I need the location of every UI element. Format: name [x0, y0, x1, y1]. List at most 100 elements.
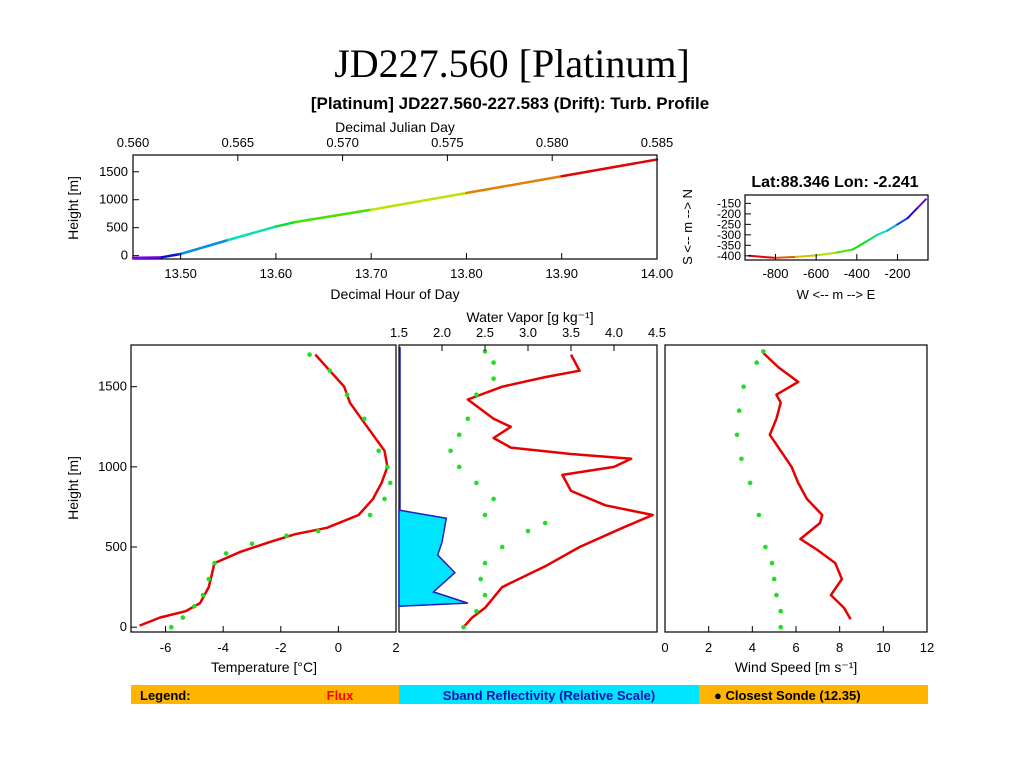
water-vapor-sonde-point [525, 528, 531, 534]
water-vapor-sonde-point [491, 360, 496, 365]
track-plot [748, 198, 927, 259]
wind-speed-sonde-point [763, 544, 768, 550]
tick-label: 4.5 [648, 325, 666, 340]
tick-label: -400 [717, 249, 741, 263]
time-height-xlabel: Decimal Hour of Day [330, 286, 459, 302]
water-vapor-plot [398, 347, 654, 630]
legend-sonde: ● Closest Sonde (12.35) [714, 688, 861, 703]
wind-speed-flux-line [762, 352, 852, 620]
tick-label: 0.570 [326, 135, 359, 150]
wind-speed-sonde-point [739, 456, 744, 462]
temperature-sonde-point [169, 624, 174, 630]
tick-label: 2 [705, 640, 712, 655]
legend-label: Legend: [140, 688, 191, 703]
tick-label: 3.0 [519, 325, 537, 340]
tick-label: 2.5 [476, 325, 494, 340]
wind-speed-xlabel: Wind Speed [m s⁻¹] [735, 659, 858, 675]
figure-title: [Platinum] JD227.560-227.583 (Drift): Tu… [311, 94, 709, 113]
water-vapor-sonde-point [461, 624, 466, 630]
tick-label: -150 [717, 196, 741, 210]
temperature-xlabel: Temperature [°C] [211, 659, 317, 675]
height-trace [293, 208, 373, 224]
water-vapor-sonde-point [491, 376, 496, 382]
tick-label: -200 [717, 207, 741, 221]
tick-label: 0.575 [431, 135, 464, 150]
temperature-frame [130, 344, 397, 633]
water-vapor-panel: 1.5 2.0 2.5 3.0 3.5 4.0 4.5 Water Vapor [g kg⁻… [390, 309, 666, 655]
track-trace [916, 198, 927, 209]
track-ylabel: S <-- m --> N [680, 189, 695, 265]
sband-reflectivity-area [398, 509, 469, 608]
tick-label: -4 [217, 640, 229, 655]
water-vapor-sonde-point [482, 512, 488, 518]
tick-label: -800 [762, 266, 788, 281]
tick-label: 500 [106, 220, 128, 235]
height-trace [131, 256, 163, 260]
track-trace [876, 229, 889, 236]
tick-label: -600 [803, 266, 829, 281]
tick-label: 13.90 [545, 266, 578, 281]
time-height-ylabel: Height [m] [65, 176, 81, 240]
profile-ylabel: Height [m] [65, 456, 81, 520]
height-trace [274, 220, 297, 228]
time-height-x-ticks: 13.50 13.60 13.70 13.80 13.90 14.00 [164, 253, 673, 281]
water-vapor-sonde-point [478, 576, 484, 582]
tick-label: 0 [335, 640, 342, 655]
slide-title: JD227.560 [Platinum] [334, 41, 690, 86]
temperature-sonde-point [382, 496, 387, 502]
tick-label: -2 [275, 640, 287, 655]
temperature-sonde-point [387, 480, 393, 486]
track-trace [774, 255, 797, 259]
tick-label: 3.5 [562, 325, 580, 340]
temperature-sonde-point [315, 528, 321, 534]
temperature-sonde-point [362, 416, 367, 422]
wind-speed-sonde-point [761, 349, 766, 354]
water-vapor-sonde-point [474, 608, 479, 614]
tick-label: -400 [844, 266, 870, 281]
temperature-flux-line [139, 353, 389, 627]
water-vapor-sonde-point [456, 464, 462, 470]
legend: Legend: Flux Sband Reflectivity (Relativ… [131, 685, 928, 704]
water-vapor-sonde-point [465, 416, 471, 422]
wind-speed-sonde-point [747, 480, 753, 486]
tick-label: 1000 [98, 459, 127, 474]
height-trace [160, 252, 182, 259]
track-trace [896, 217, 909, 226]
track-panel: Lat:88.346 Lon: -2.241 -800 -600 -400 -200 … [680, 174, 929, 302]
water-vapor-top-ticks: 1.5 2.0 2.5 3.0 3.5 4.0 4.5 [390, 325, 666, 351]
track-x-ticks: -800 -600 -400 -200 [762, 254, 911, 281]
water-vapor-flux-line [462, 354, 654, 629]
water-vapor-sonde-point [482, 560, 488, 566]
time-height-plot [131, 158, 659, 260]
track-xlabel: W <-- m --> E [797, 287, 876, 302]
temperature-sonde-point [180, 615, 186, 620]
track-trace [815, 251, 838, 257]
track-trace [794, 254, 818, 258]
tick-label: 10 [876, 640, 890, 655]
height-trace [179, 238, 230, 256]
water-vapor-sonde-point [474, 480, 479, 486]
temperature-sonde-point [327, 368, 333, 374]
temperature-sonde-point [367, 512, 373, 518]
time-height-y-ticks: 0 500 1000 1500 [99, 164, 139, 263]
track-y-ticks: -150-200-250-300-350-400 [717, 196, 751, 263]
wind-speed-sonde-point [736, 408, 742, 414]
tick-label: -350 [717, 238, 741, 252]
wind-speed-sonde-point [769, 560, 775, 566]
wind-speed-sonde-point [771, 576, 777, 582]
track-trace [906, 206, 919, 220]
time-height-panel: 13.50 13.60 13.70 13.80 13.90 14.00 0.560 0.56… [65, 119, 673, 302]
height-trace [465, 174, 563, 195]
tick-label: -250 [717, 217, 741, 231]
legend-flux: Flux [327, 688, 354, 703]
legend-sband: Sband Reflectivity (Relative Scale) [443, 688, 655, 703]
tick-label: 13.80 [450, 266, 483, 281]
time-height-frame [132, 154, 658, 260]
tick-label: 0 [121, 248, 128, 263]
tick-label: 1500 [98, 379, 127, 394]
time-height-top-ticks: 0.560 0.565 0.570 0.575 0.580 0.585 [117, 135, 674, 161]
tick-label: 4 [749, 640, 756, 655]
tick-label: 0.585 [641, 135, 674, 150]
water-vapor-sonde-point [456, 432, 462, 438]
